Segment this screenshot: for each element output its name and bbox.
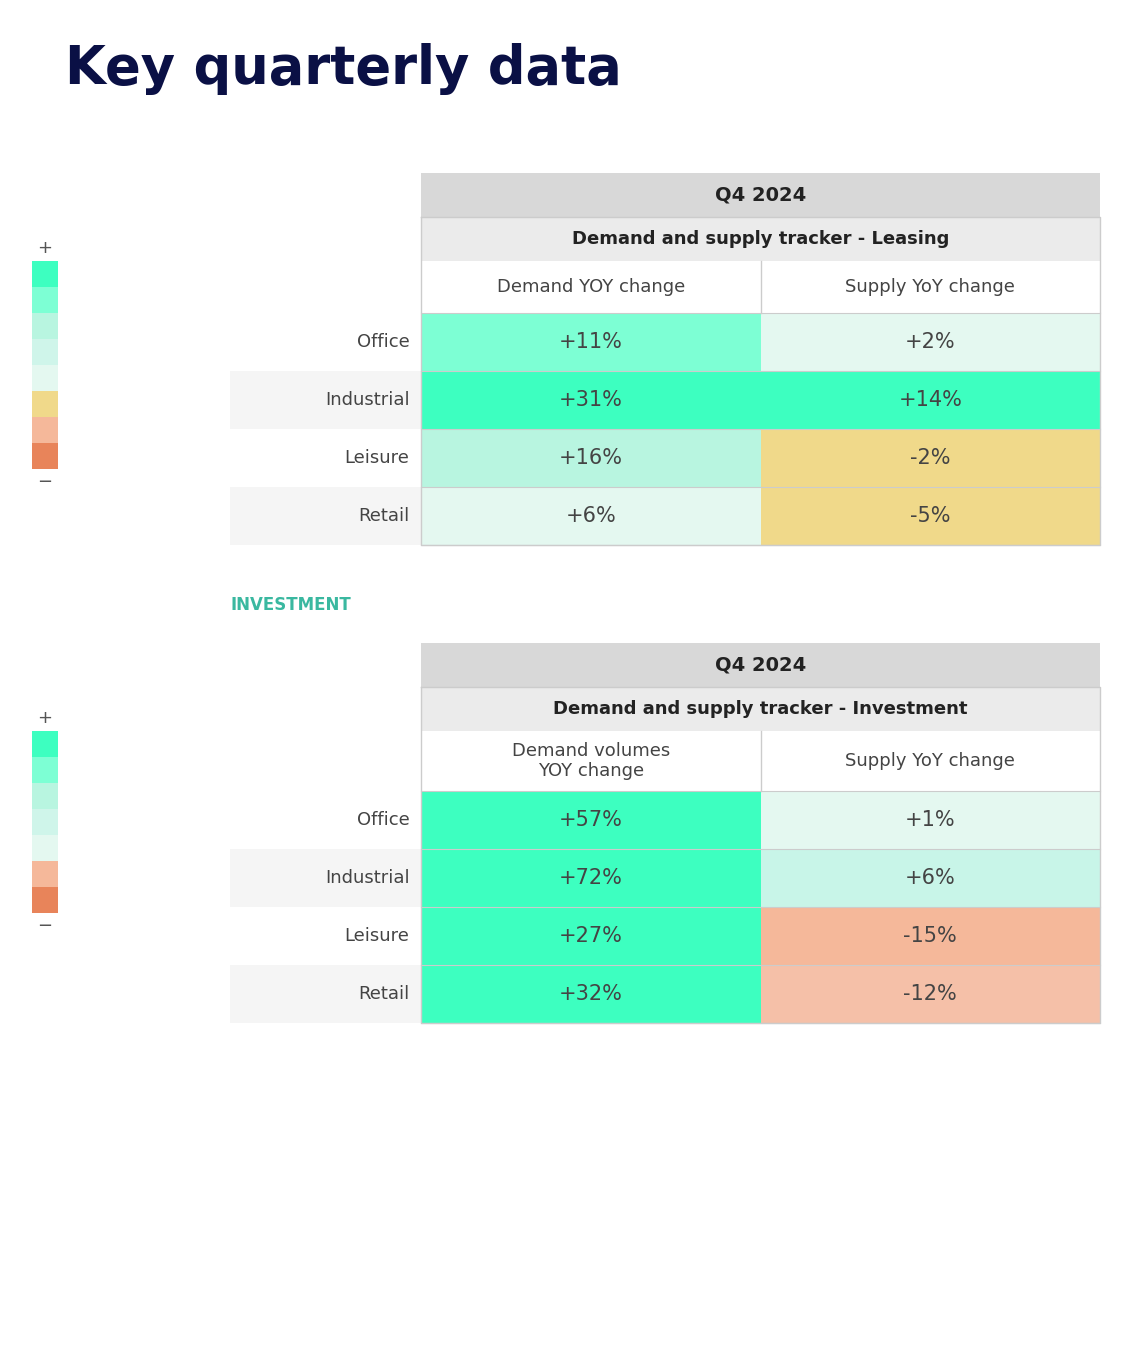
Bar <box>230 313 421 371</box>
Bar <box>761 487 1100 544</box>
Bar <box>230 487 421 544</box>
Bar <box>32 287 59 313</box>
Bar <box>421 791 761 850</box>
Bar <box>421 687 1100 731</box>
Text: +: + <box>37 709 53 726</box>
Bar <box>230 850 421 907</box>
Bar <box>230 907 421 964</box>
Bar <box>761 907 1100 964</box>
Bar <box>421 430 761 487</box>
Bar <box>421 172 1100 218</box>
Text: +14%: +14% <box>899 390 963 410</box>
Bar <box>32 339 59 365</box>
Text: −: − <box>37 917 53 934</box>
Bar <box>32 365 59 391</box>
Bar <box>32 886 59 912</box>
Bar <box>761 313 1100 371</box>
Bar <box>421 907 761 964</box>
Bar <box>421 850 761 907</box>
Text: Demand and supply tracker - Investment: Demand and supply tracker - Investment <box>554 700 968 718</box>
Bar <box>761 371 1100 430</box>
Text: Retail: Retail <box>358 985 410 1003</box>
Text: +72%: +72% <box>560 869 623 888</box>
Text: Industrial: Industrial <box>324 869 410 886</box>
Bar <box>421 313 761 371</box>
Text: Leisure: Leisure <box>345 449 410 466</box>
Text: Leisure: Leisure <box>345 928 410 945</box>
Text: +27%: +27% <box>560 926 623 947</box>
Text: -15%: -15% <box>903 926 957 947</box>
Bar <box>32 261 59 287</box>
Text: Retail: Retail <box>358 508 410 525</box>
Bar <box>761 791 1100 850</box>
Text: -5%: -5% <box>910 506 950 527</box>
Text: +: + <box>37 239 53 257</box>
Bar <box>32 391 59 417</box>
Bar <box>761 964 1100 1023</box>
Text: +57%: +57% <box>560 810 623 830</box>
Bar <box>421 218 1100 261</box>
Bar <box>421 487 761 544</box>
Text: +16%: +16% <box>558 447 623 468</box>
Text: -2%: -2% <box>910 447 950 468</box>
Text: Supply YoY change: Supply YoY change <box>846 752 1016 770</box>
Text: Supply YoY change: Supply YoY change <box>846 278 1016 295</box>
Bar <box>230 731 1100 791</box>
Text: Industrial: Industrial <box>324 391 410 409</box>
Bar <box>32 443 59 469</box>
Bar <box>32 313 59 339</box>
Text: +32%: +32% <box>560 984 623 1004</box>
Text: -12%: -12% <box>903 984 957 1004</box>
Text: +31%: +31% <box>560 390 623 410</box>
Bar <box>421 371 761 430</box>
Text: INVESTMENT: INVESTMENT <box>230 596 351 614</box>
Bar <box>421 643 1100 687</box>
Bar <box>32 808 59 834</box>
Text: Office: Office <box>357 811 410 829</box>
Bar <box>761 430 1100 487</box>
Text: Q4 2024: Q4 2024 <box>715 655 806 674</box>
Text: Demand volumes
YOY change: Demand volumes YOY change <box>512 741 670 780</box>
Bar <box>32 782 59 808</box>
Bar <box>32 417 59 443</box>
Bar <box>230 371 421 430</box>
Bar <box>230 964 421 1023</box>
Text: Demand YOY change: Demand YOY change <box>497 278 686 295</box>
Text: Office: Office <box>357 332 410 352</box>
Bar <box>32 834 59 860</box>
Bar <box>32 731 59 757</box>
Text: +6%: +6% <box>565 506 616 527</box>
Bar <box>230 261 1100 313</box>
Text: Demand and supply tracker - Leasing: Demand and supply tracker - Leasing <box>572 230 949 248</box>
Bar <box>230 430 421 487</box>
Text: −: − <box>37 473 53 491</box>
Bar <box>32 757 59 782</box>
Bar <box>32 860 59 886</box>
Text: +11%: +11% <box>560 332 623 352</box>
Text: Key quarterly data: Key quarterly data <box>65 42 622 94</box>
Bar <box>421 964 761 1023</box>
Text: +1%: +1% <box>905 810 956 830</box>
Text: +6%: +6% <box>905 869 956 888</box>
Bar <box>761 850 1100 907</box>
Text: Q4 2024: Q4 2024 <box>715 186 806 204</box>
Text: +2%: +2% <box>905 332 956 352</box>
Bar <box>230 791 421 850</box>
